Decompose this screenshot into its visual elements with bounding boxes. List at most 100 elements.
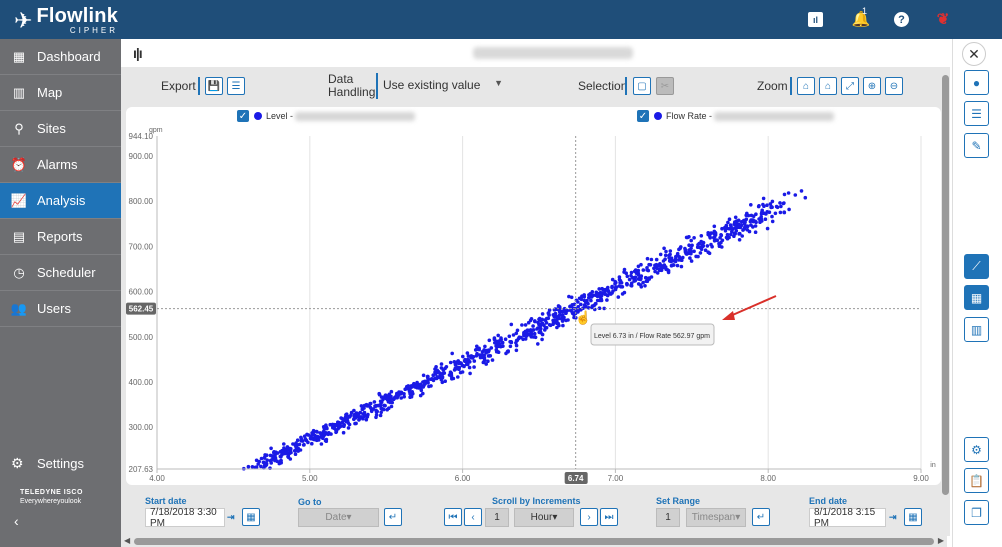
scatter-point — [681, 255, 685, 260]
start-calendar-button[interactable]: ▦ — [242, 508, 260, 526]
cursor-x-badge — [564, 472, 588, 484]
line-chart-view-button[interactable]: ⟋ — [964, 254, 989, 279]
checkbox-checked-icon[interactable]: ✓ — [637, 110, 649, 122]
horizontal-scrollbar[interactable]: ◀ ▶ — [121, 536, 947, 547]
scatter-point — [436, 375, 441, 380]
scatter-point — [379, 395, 384, 399]
vertical-scrollbar[interactable] — [941, 67, 950, 536]
scatter-point — [699, 234, 704, 238]
bell-icon[interactable]: 🔔 — [851, 11, 871, 28]
scatter-point — [556, 321, 560, 326]
collapse-sidebar-icon[interactable]: ‹ — [14, 513, 19, 529]
goto-dropdown[interactable]: Date ▾ — [298, 508, 379, 527]
scroll-thumb[interactable] — [134, 538, 934, 545]
scatter-point — [311, 430, 316, 435]
scatter-point — [379, 410, 384, 415]
scatter-point — [275, 459, 280, 464]
scatter-point — [320, 434, 324, 439]
scroll-unit-dropdown[interactable]: Hour ▾ — [514, 508, 574, 527]
scatter-point — [633, 278, 638, 283]
canada-flag-icon[interactable]: ❦ — [936, 11, 950, 28]
data-handling-select[interactable]: Use existing value ▼ — [383, 78, 503, 92]
sidebar-item-dashboard[interactable]: ▦ Dashboard — [0, 39, 121, 75]
select-lasso-button[interactable]: ✂ — [656, 77, 674, 95]
scroll-last-button[interactable]: ⏭ — [600, 508, 618, 526]
divider — [790, 77, 792, 95]
scatter-point — [761, 202, 765, 207]
scroll-thumb[interactable] — [942, 75, 949, 495]
scatter-point — [699, 239, 703, 244]
copy-button[interactable]: ❐ — [964, 500, 989, 525]
end-calendar-button[interactable]: ▦ — [904, 508, 922, 526]
sidebar-item-users[interactable]: 👥 Users — [0, 291, 121, 327]
sidebar-item-reports[interactable]: ▤ Reports — [0, 219, 121, 255]
sidebar-item-label: Reports — [37, 229, 83, 244]
chart-bars-icon[interactable]: ı|ı — [133, 45, 143, 61]
end-date-input[interactable]: 8/1/2018 3:15 PM — [809, 507, 886, 529]
scatter-point — [419, 388, 424, 393]
help-icon[interactable]: ? — [894, 12, 909, 27]
scatter-point — [793, 193, 798, 197]
legend-flow-rate[interactable]: ✓ Flow Rate - — [637, 110, 835, 122]
scroll-first-button[interactable]: ⏮ — [444, 508, 462, 526]
scatter-point — [529, 335, 534, 339]
zoom-in-button[interactable]: ⊕ — [863, 77, 881, 95]
close-button[interactable]: ✕ — [962, 42, 986, 66]
export-table-button[interactable]: ☰ — [227, 77, 245, 95]
scatter-point — [648, 263, 653, 267]
sidebar-item-sites[interactable]: ⚲ Sites — [0, 111, 121, 147]
step-icon[interactable]: ⇥ — [227, 512, 235, 522]
range-unit-dropdown[interactable]: Timespan ▾ — [686, 508, 746, 527]
record-button[interactable]: ● — [964, 70, 989, 95]
alarm-clock-icon: ⏰ — [10, 156, 28, 172]
sidebar-item-map[interactable]: ▥ Map — [0, 75, 121, 111]
scatter-point — [613, 285, 618, 290]
clipboard-button[interactable]: 📋 — [964, 468, 989, 493]
scroll-next-button[interactable]: › — [580, 508, 598, 526]
table-view-button[interactable]: ▥ — [964, 317, 989, 342]
scatter-point — [767, 210, 772, 214]
sidebar-item-scheduler[interactable]: ◷ Scheduler — [0, 255, 121, 291]
scatter-point — [341, 430, 346, 435]
scatter-point — [641, 268, 646, 272]
legend-level[interactable]: ✓ Level - — [237, 110, 416, 122]
scatter-point — [342, 418, 346, 423]
calendar-view-button[interactable]: ▦ — [964, 285, 989, 310]
start-date-input[interactable]: 7/18/2018 3:30 PM — [145, 507, 225, 529]
scatter-point — [465, 351, 470, 355]
scatter-point — [645, 256, 650, 261]
range-count-input[interactable]: 1 — [656, 508, 680, 527]
sidebar-item-settings[interactable]: ⚙ Settings — [0, 445, 121, 481]
select-box-button[interactable]: ▢ — [633, 77, 651, 95]
zoom-fit-button[interactable]: ⤢ — [841, 77, 859, 95]
export-save-button[interactable]: 💾 — [205, 77, 223, 95]
scatter-point — [675, 263, 680, 268]
zoom-home-button[interactable]: ⌂ — [797, 77, 815, 95]
scatter-point — [645, 266, 649, 270]
report-icon[interactable]: ıl — [808, 12, 823, 27]
scatter-point — [396, 394, 401, 398]
scatter-point — [533, 319, 537, 324]
scroll-prev-button[interactable]: ‹ — [464, 508, 482, 526]
scroll-left-icon[interactable]: ◀ — [124, 536, 131, 545]
scatter-point — [438, 371, 442, 375]
settings-gear-button[interactable]: ⚙ — [964, 437, 989, 462]
checkbox-checked-icon[interactable]: ✓ — [237, 110, 249, 122]
scatter-point — [555, 325, 559, 330]
scroll-count-input[interactable]: 1 — [485, 508, 509, 527]
edit-pencil-button[interactable]: ✎ — [964, 133, 989, 158]
range-enter-button[interactable]: ↵ — [752, 508, 770, 526]
logo[interactable]: ✈ Flowlink CIPHER — [14, 6, 118, 35]
sidebar-item-alarms[interactable]: ⏰ Alarms — [0, 147, 121, 183]
zoom-out-button[interactable]: ⊖ — [885, 77, 903, 95]
goto-enter-button[interactable]: ↵ — [384, 508, 402, 526]
notes-button[interactable]: ☰ — [964, 101, 989, 126]
sidebar-item-analysis[interactable]: 📈 Analysis — [0, 183, 121, 219]
scatter-point — [679, 264, 684, 269]
scroll-right-icon[interactable]: ▶ — [937, 536, 944, 545]
zoom-reset-button[interactable]: ⌂ — [819, 77, 837, 95]
step-icon[interactable]: ⇥ — [889, 512, 897, 522]
scatter-point — [523, 323, 528, 327]
scatter-point — [589, 295, 594, 299]
